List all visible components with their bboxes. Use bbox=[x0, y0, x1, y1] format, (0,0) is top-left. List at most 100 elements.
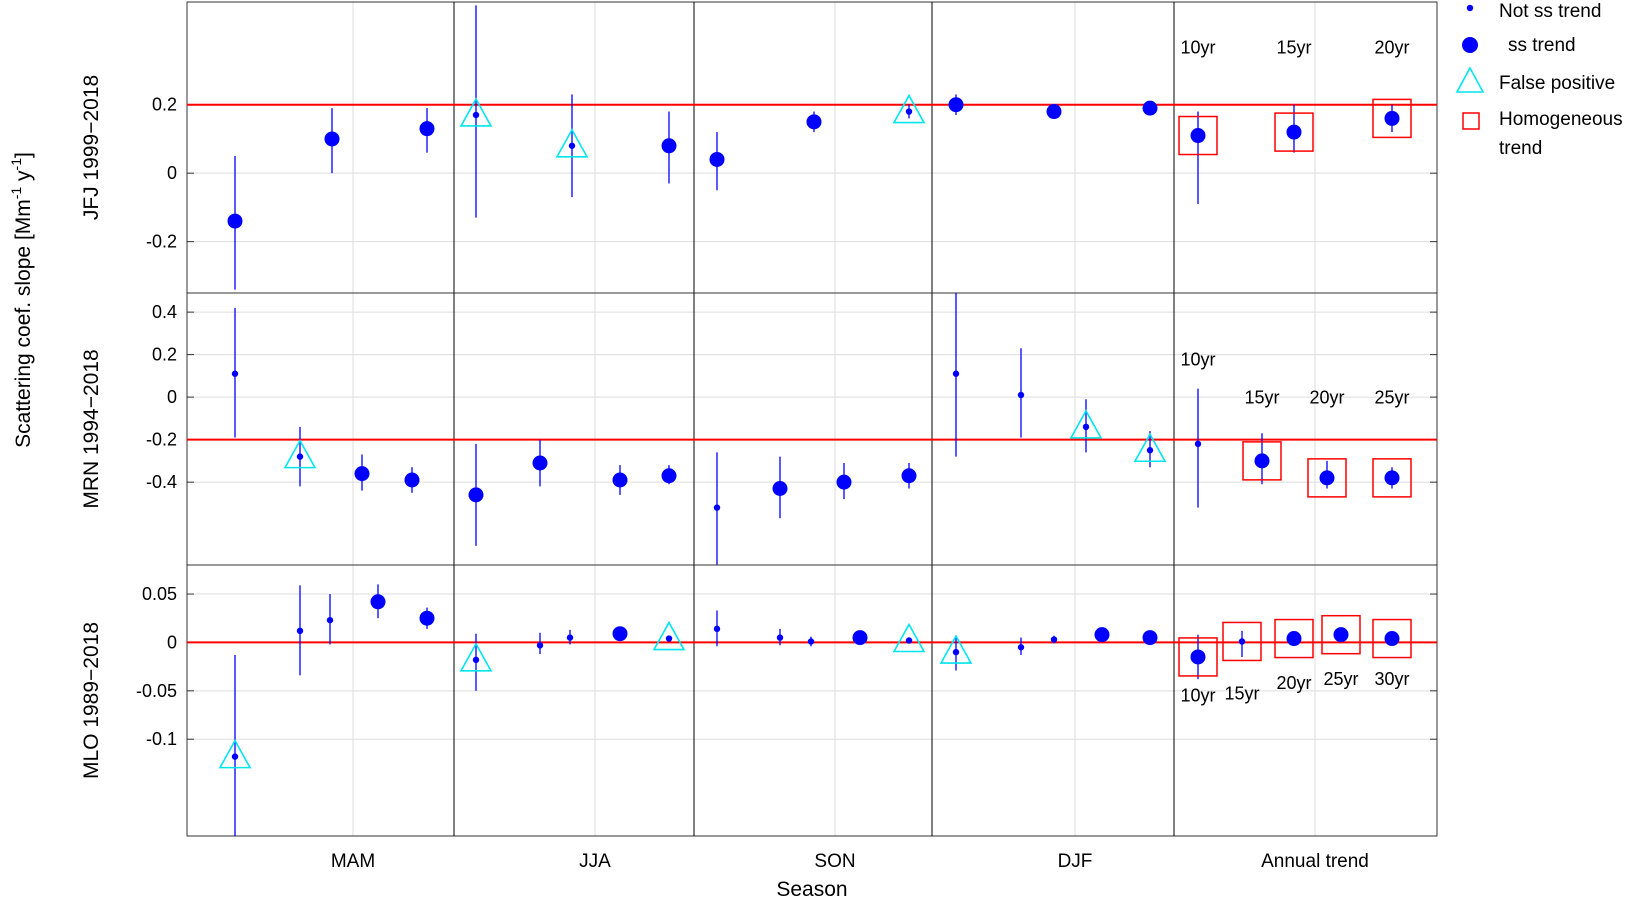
homogeneous-box bbox=[1222, 621, 1262, 662]
legend: Not ss trend ss trend False positive Hom… bbox=[1455, 1, 1623, 159]
homogeneous-box bbox=[1274, 618, 1314, 659]
data-point-not-ss bbox=[1194, 440, 1202, 448]
y-tick-label: 0.2 bbox=[152, 95, 177, 115]
legend-label-false-positive: False positive bbox=[1499, 73, 1615, 94]
legend-label-homogeneous-1: Homogeneous bbox=[1499, 109, 1623, 130]
false-positive-marker bbox=[1133, 432, 1167, 463]
y-tick-label: -0.4 bbox=[146, 472, 177, 492]
data-point-not-ss bbox=[713, 625, 721, 633]
false-positive-marker bbox=[1069, 409, 1103, 439]
data-point-ss bbox=[709, 151, 725, 167]
data-point-ss bbox=[612, 472, 628, 488]
homogeneous-box bbox=[1321, 614, 1361, 655]
false-positive-marker bbox=[459, 642, 493, 672]
data-point-ss bbox=[661, 138, 677, 154]
legend-marker-false-positive bbox=[1455, 66, 1485, 93]
data-point-ss bbox=[1190, 128, 1206, 144]
annotation-label: 20yr bbox=[1309, 388, 1344, 408]
data-point-ss bbox=[1254, 453, 1270, 469]
y-tick-label: -0.1 bbox=[146, 729, 177, 749]
data-point-not-ss bbox=[1082, 423, 1090, 431]
homogeneous-box bbox=[1274, 112, 1314, 152]
data-point-not-ss bbox=[1238, 638, 1246, 645]
y-tick-label: 0 bbox=[167, 632, 177, 652]
x-axis-label: Season bbox=[776, 878, 847, 901]
annotation-label: 15yr bbox=[1276, 37, 1311, 57]
homogeneous-box bbox=[1307, 458, 1347, 498]
homogeneous-box bbox=[1242, 441, 1282, 481]
false-positive-marker bbox=[218, 738, 252, 769]
data-point-not-ss bbox=[472, 111, 480, 119]
annotation-label: 30yr bbox=[1374, 669, 1409, 689]
homogeneous-box bbox=[1178, 115, 1218, 156]
y-axis-label: Scattering coef. slope [Mm-1 y-1] bbox=[8, 152, 35, 448]
annotation-label: 10yr bbox=[1180, 349, 1215, 369]
data-point-not-ss bbox=[1017, 644, 1025, 651]
data-point-ss bbox=[1190, 649, 1206, 665]
data-point-not-ss bbox=[568, 142, 576, 149]
data-point-ss bbox=[772, 481, 788, 496]
data-point-ss bbox=[324, 131, 340, 147]
annotation-label: 25yr bbox=[1323, 669, 1358, 689]
data-point-not-ss bbox=[776, 634, 784, 641]
false-positive-marker bbox=[939, 634, 973, 664]
data-point-not-ss bbox=[326, 616, 334, 624]
data-point-not-ss bbox=[296, 627, 304, 635]
data-point-not-ss bbox=[566, 634, 574, 641]
data-point-ss bbox=[1384, 631, 1400, 647]
legend-marker-homogeneous bbox=[1462, 112, 1480, 130]
data-point-not-ss bbox=[905, 108, 913, 115]
data-point-not-ss bbox=[231, 370, 239, 377]
panel-ylabel: MRN 1994−2018 bbox=[80, 349, 103, 508]
y-tick-label: 0 bbox=[167, 163, 177, 183]
y-tick-label: -0.2 bbox=[146, 232, 177, 252]
data-point-ss bbox=[1286, 631, 1302, 647]
data-point-ss bbox=[661, 468, 677, 484]
data-point-not-ss bbox=[1050, 636, 1058, 643]
data-point-ss bbox=[227, 213, 243, 229]
panel-frame bbox=[186, 1, 1438, 294]
false-positive-marker bbox=[555, 128, 589, 158]
false-positive-marker bbox=[459, 97, 493, 127]
data-point-ss bbox=[370, 594, 386, 610]
annotation-label: 20yr bbox=[1276, 673, 1311, 693]
data-point-not-ss bbox=[472, 656, 480, 664]
data-point-not-ss bbox=[807, 638, 815, 645]
annotation-label: 10yr bbox=[1180, 37, 1215, 57]
x-tick-label: Annual trend bbox=[1261, 851, 1369, 872]
data-point-ss bbox=[1333, 627, 1349, 643]
data-point-ss bbox=[532, 455, 548, 471]
panel-ylabel: MLO 1989−2018 bbox=[80, 622, 103, 779]
data-point-not-ss bbox=[952, 648, 960, 656]
data-point-ss bbox=[806, 114, 822, 130]
panel-frame bbox=[186, 292, 1438, 566]
data-point-ss bbox=[1384, 110, 1400, 126]
annotation-label: 10yr bbox=[1180, 685, 1215, 705]
panel-3: 0.05 0 -0.05 -0.1 MLO 1989−2018 10yr 15yr 20yr 2… bbox=[80, 564, 1438, 837]
data-point-ss bbox=[1286, 124, 1302, 140]
false-positive-marker bbox=[283, 438, 317, 469]
panel-ylabel: JFJ 1999−2018 bbox=[80, 75, 103, 220]
panel-2: 0.4 0.2 0 -0.2 -0.4 MRN 1994−2018 10yr 15yr 20yr… bbox=[80, 292, 1438, 566]
y-tick-label: 0.05 bbox=[142, 584, 177, 604]
y-tick-label: 0.4 bbox=[152, 302, 177, 322]
false-positive-marker bbox=[652, 620, 686, 651]
data-point-ss bbox=[1142, 630, 1158, 646]
homogeneous-box bbox=[1372, 458, 1412, 498]
legend-marker-ss bbox=[1462, 37, 1478, 53]
annotation-label: 15yr bbox=[1224, 684, 1259, 704]
data-point-ss bbox=[852, 630, 868, 646]
annotation-label: 25yr bbox=[1374, 388, 1409, 408]
data-point-ss bbox=[1319, 470, 1335, 486]
x-tick-label: SON bbox=[814, 851, 855, 872]
data-point-not-ss bbox=[905, 637, 913, 644]
data-point-ss bbox=[612, 626, 628, 642]
data-point-not-ss bbox=[1017, 391, 1025, 399]
y-tick-label: -0.05 bbox=[136, 681, 177, 701]
legend-marker-not-ss bbox=[1466, 4, 1474, 12]
legend-label-homogeneous-2: trend bbox=[1499, 138, 1542, 159]
data-point-not-ss bbox=[952, 370, 960, 377]
annotation-label: 15yr bbox=[1244, 388, 1279, 408]
